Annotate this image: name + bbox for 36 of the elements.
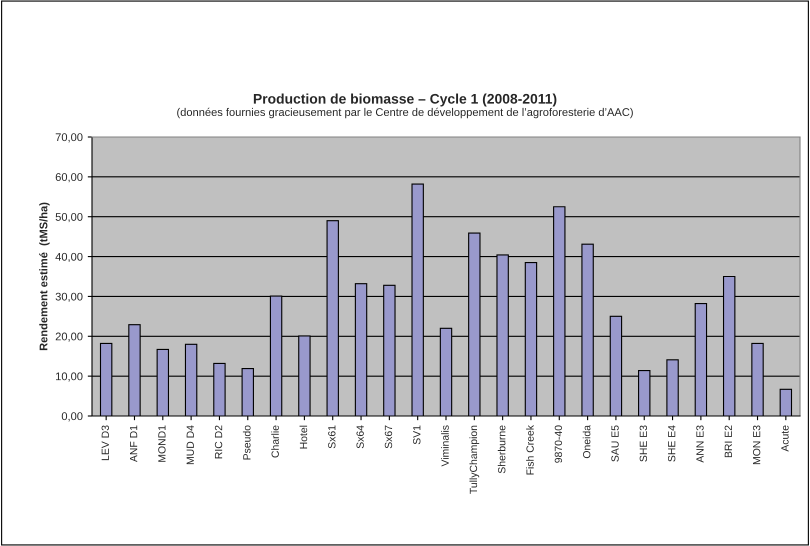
y-tick-label: 50,00 bbox=[56, 212, 83, 222]
x-tick-label: SHE E3 bbox=[640, 425, 648, 462]
x-tick-label: SAU E5 bbox=[611, 425, 619, 462]
x-tick-label: Acute bbox=[781, 425, 789, 452]
y-tick-label: 70,00 bbox=[56, 133, 83, 142]
x-tick-label: Sx64 bbox=[356, 425, 364, 448]
x-tick-label: Sx67 bbox=[384, 426, 392, 448]
x-tick-label: MON E3 bbox=[752, 425, 760, 464]
x-tick-label: ANF D1 bbox=[130, 426, 138, 462]
chart-subtitle: (données fournies gracieusement par le Centre de développement de l’agroforesterie d’AAC) bbox=[177, 108, 633, 118]
x-tick-label: Pseudo bbox=[242, 425, 251, 460]
x-tick-label: Viminalis bbox=[441, 425, 449, 466]
x-tick-label: Sx61 bbox=[328, 426, 336, 448]
y-tick-label: 40,00 bbox=[55, 252, 83, 262]
x-tick-label: LEV D3 bbox=[102, 425, 109, 460]
x-tick-label: SV1 bbox=[413, 426, 420, 444]
y-tick-label: 60,00 bbox=[56, 173, 83, 182]
y-tick-label: 20,00 bbox=[56, 332, 83, 342]
chart-title: Production de biomasse – Cycle 1 (2008-2011) bbox=[254, 94, 556, 106]
x-tick-label: Fish Creek bbox=[526, 425, 534, 475]
y-tick-label: 30,00 bbox=[56, 292, 83, 302]
x-tick-label: Charlie bbox=[271, 425, 279, 458]
x-tick-label: MUD D4 bbox=[186, 425, 194, 464]
x-tick-label: MOND1 bbox=[158, 426, 166, 462]
y-tick-label: 0,00 bbox=[62, 412, 83, 422]
x-tick-label: SHE E4 bbox=[668, 425, 676, 462]
y-tick-label: 10,00 bbox=[56, 372, 83, 382]
x-tick-label: Hotel bbox=[300, 426, 308, 448]
x-tick-label: Oneida bbox=[582, 425, 590, 458]
x-tick-label: RIC D2 bbox=[214, 426, 222, 458]
x-tick-label: 9870-40 bbox=[554, 425, 562, 463]
x-tick-label: TullyChampion bbox=[469, 426, 480, 494]
x-tick-label: BRI E2 bbox=[724, 426, 732, 458]
x-tick-label: Sherburne bbox=[498, 425, 506, 474]
y-axis-title: Rendement estimé (tMS/ha) bbox=[39, 202, 50, 350]
x-tick-label: ANN E3 bbox=[696, 425, 704, 463]
